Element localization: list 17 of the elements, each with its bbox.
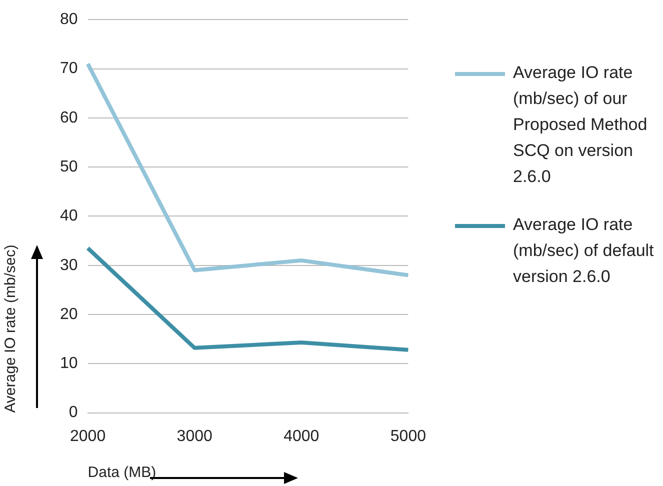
y-tick-label: 50 xyxy=(60,158,78,176)
legend-label: Average IO rate (mb/sec) of default version 2.6.0 xyxy=(513,214,655,288)
y-tick-label: 80 xyxy=(60,11,78,28)
x-tick-label: 3000 xyxy=(176,428,212,445)
legend-label: Average IO rate (mb/sec) of our Proposed Method SCQ on version 2.6.0 xyxy=(513,62,648,188)
y-tick-label: 30 xyxy=(60,256,78,274)
y-tick-label: 20 xyxy=(60,306,78,323)
x-tick-label: 5000 xyxy=(390,428,426,445)
x-tick-label: 2000 xyxy=(70,428,106,445)
x-axis-title: Data (MB) xyxy=(88,464,156,482)
y-tick-label: 70 xyxy=(60,60,78,78)
y-axis-title: Average IO rate (mb/sec) xyxy=(2,244,20,413)
y-tick-label: 60 xyxy=(60,109,78,126)
y-tick-label: 40 xyxy=(60,208,78,225)
y-tick-label: 10 xyxy=(60,355,78,372)
y-tick-label: 0 xyxy=(68,404,78,422)
x-tick-label: 4000 xyxy=(284,428,320,445)
